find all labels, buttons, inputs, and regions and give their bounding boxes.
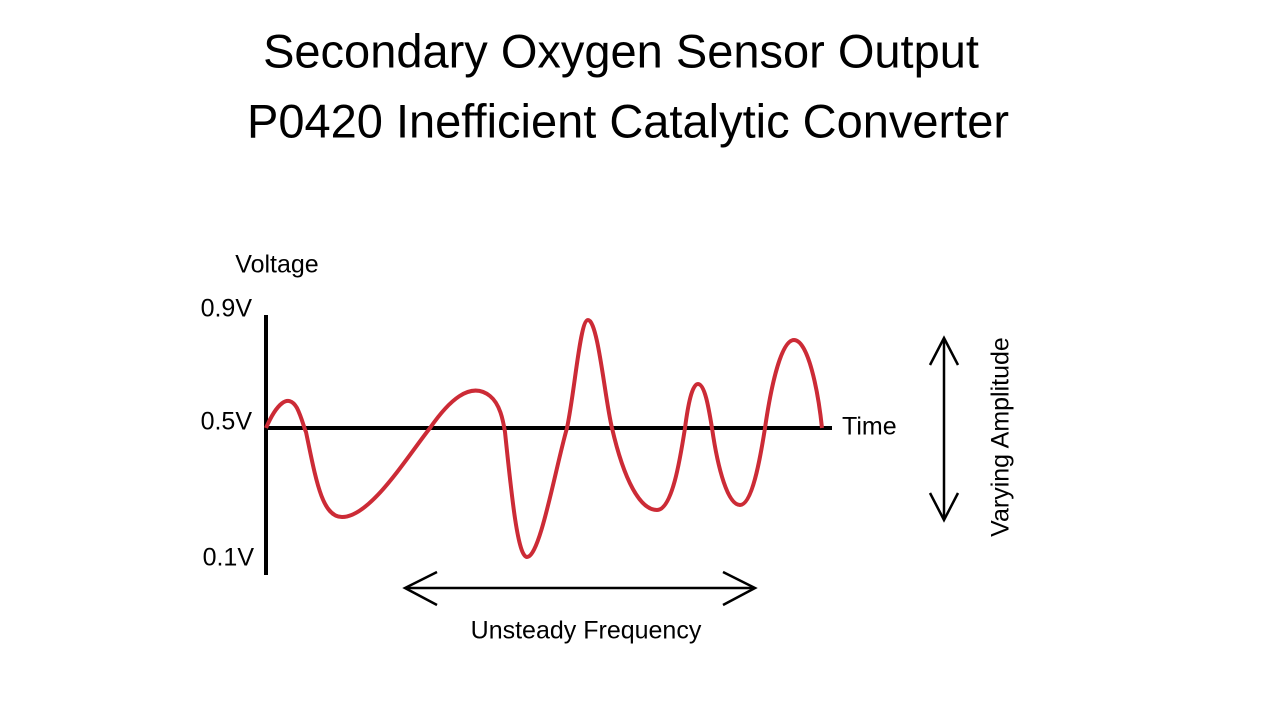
y-axis-label: Voltage xyxy=(235,251,318,279)
x-axis-label: Time xyxy=(842,413,897,441)
frequency-label: Unsteady Frequency xyxy=(471,617,702,645)
y-label: 0.9V xyxy=(201,295,253,323)
frequency-arrow xyxy=(402,570,758,607)
title-line: P0420 Inefficient Catalytic Converter xyxy=(247,94,1009,147)
amplitude-arrow xyxy=(928,335,960,523)
y-label: 0.5V xyxy=(201,408,253,436)
signal-wave xyxy=(264,318,824,559)
title-line: Secondary Oxygen Sensor Output xyxy=(263,24,979,77)
amplitude-label: Varying Amplitude xyxy=(987,337,1015,537)
y-label: 0.1V xyxy=(203,544,255,572)
